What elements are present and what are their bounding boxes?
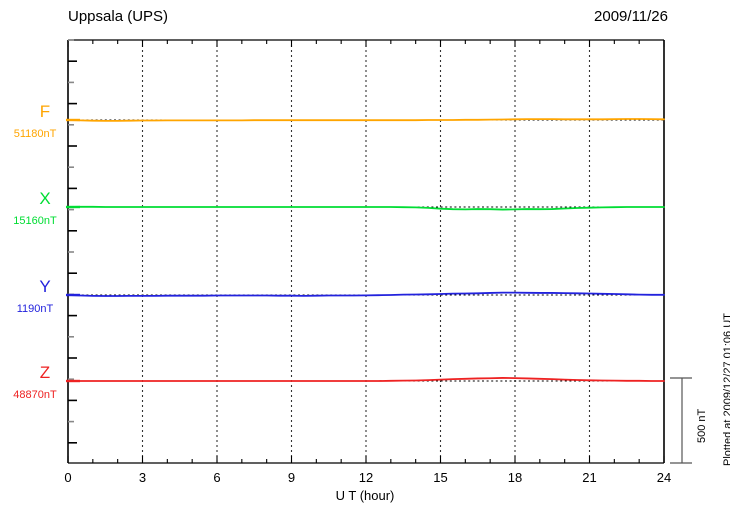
x-axis-tick-label: 15: [433, 470, 448, 485]
x-axis-tick-label: 0: [64, 470, 72, 485]
component-symbol-Z: Z: [39, 363, 51, 382]
x-axis-tick-label: 9: [287, 470, 296, 485]
plotted-at-timestamp: Plotted at 2009/12/27 01:06 UT: [722, 313, 730, 466]
component-baseline-value-Z: 48870nT: [13, 389, 57, 401]
trace-Y: [67, 291, 665, 297]
x-axis-tick-label: 3: [138, 470, 147, 485]
x-axis-tick-label: 21: [582, 470, 597, 485]
x-axis-tick-label: 12: [358, 470, 374, 485]
trace-Z: [67, 377, 665, 382]
x-axis-title: U T (hour): [335, 488, 395, 503]
trace-X: [67, 205, 665, 211]
component-symbol-F: F: [39, 102, 51, 121]
component-symbol-Y: Y: [39, 277, 51, 296]
x-axis-tick-label: 24: [656, 470, 672, 485]
observation-date: 2009/11/26: [594, 8, 668, 25]
page-title: Uppsala (UPS): [68, 8, 169, 25]
component-symbol-X: X: [39, 189, 51, 208]
component-baseline-value-Y: 1190nT: [16, 303, 54, 315]
component-baseline-value-F: 51180nT: [13, 128, 57, 140]
x-axis-tick-label: 18: [507, 470, 523, 485]
x-axis-tick-label: 6: [213, 470, 221, 485]
trace-F: [67, 118, 665, 122]
component-baseline-value-X: 15160nT: [13, 215, 57, 227]
scalebar-label: 500 nT: [696, 408, 708, 443]
